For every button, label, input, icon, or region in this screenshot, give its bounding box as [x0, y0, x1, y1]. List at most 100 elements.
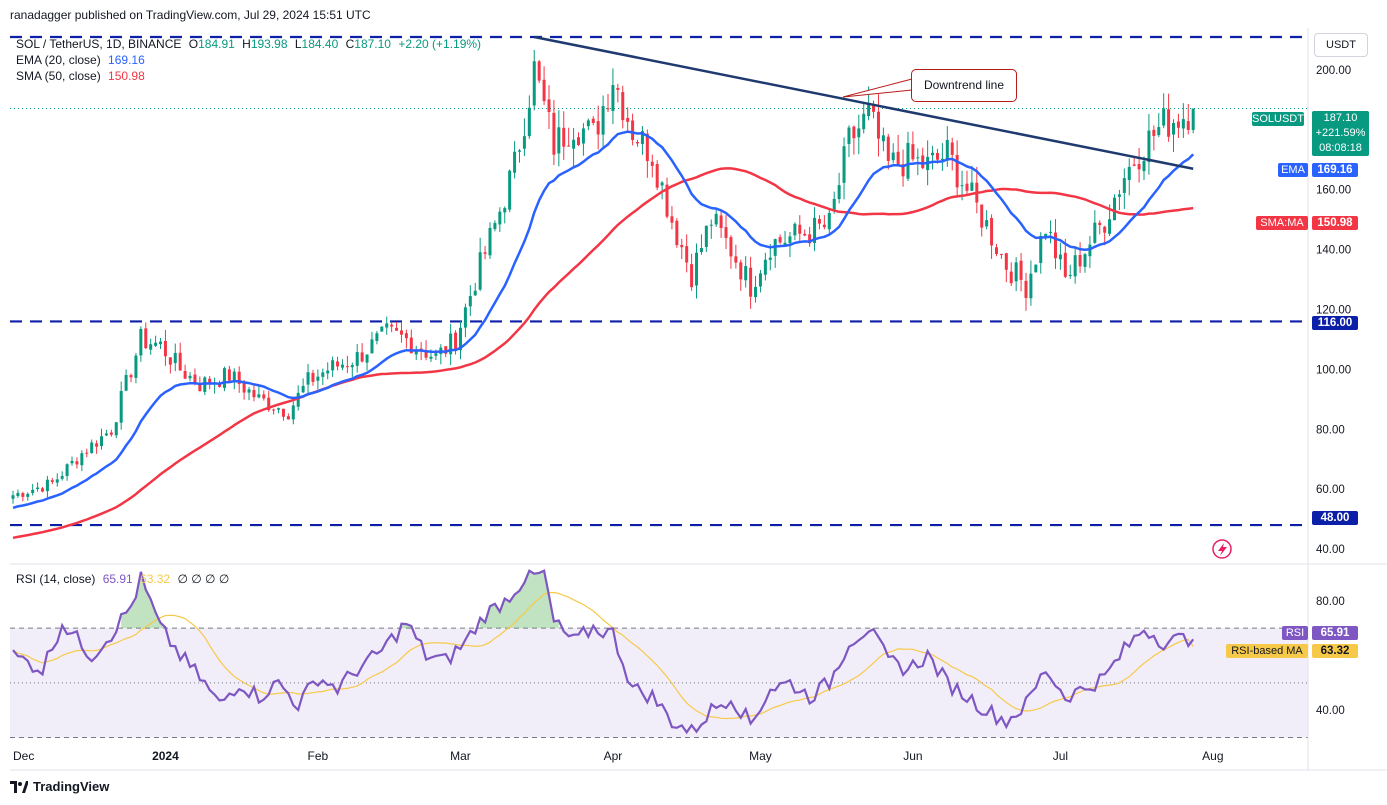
candle-body — [640, 131, 644, 144]
candle-body — [724, 227, 728, 238]
candle-body — [1137, 164, 1141, 170]
rsi-tick-label: 40.00 — [1316, 705, 1345, 717]
symbol-title: SOL / TetherUS, 1D, BINANCE — [16, 37, 182, 51]
candle-body — [281, 408, 285, 417]
candle-body — [463, 307, 467, 328]
candle-body — [31, 489, 35, 494]
candle-body — [1172, 122, 1176, 135]
candle-body — [272, 409, 276, 411]
ohlc-high: H193.98 — [242, 37, 288, 51]
candle-body — [124, 374, 128, 391]
candle-body — [291, 405, 295, 420]
candle-body — [468, 296, 472, 307]
candle-body — [822, 224, 826, 228]
candle-body — [483, 252, 487, 254]
sma50-line — [12, 167, 1194, 540]
ema-legend: EMA (20, close) 169.16 — [16, 53, 145, 67]
time-tick-label: Feb — [308, 749, 329, 763]
lightning-icon-bolt — [1218, 543, 1227, 556]
candle-body — [601, 106, 605, 135]
candle-body — [758, 273, 762, 287]
candle-body — [886, 136, 890, 161]
candle-body — [763, 259, 767, 275]
candle-body — [458, 327, 462, 351]
candle-body — [399, 330, 403, 335]
rsi-overbought-fill — [121, 571, 166, 629]
candle-body — [424, 350, 428, 358]
candle-body — [749, 267, 753, 297]
candle-body — [80, 453, 84, 466]
price-tick-label: 140.00 — [1316, 245, 1351, 257]
candle-body — [188, 375, 192, 379]
candle-body — [444, 346, 448, 354]
candle-body — [1068, 274, 1072, 276]
ohlc-change: +2.20 (+1.19%) — [398, 37, 482, 51]
candle-body — [168, 357, 172, 365]
time-tick-label: May — [749, 749, 772, 763]
candle-body — [21, 493, 25, 497]
candle-body — [262, 394, 266, 399]
time-tick-label: Jul — [1053, 749, 1068, 763]
rsi-ma-legend-value: 63.32 — [140, 572, 171, 586]
candle-body — [940, 158, 944, 161]
candle-body — [616, 87, 620, 90]
candle-body — [498, 211, 502, 225]
candle-body — [139, 328, 143, 356]
candle-body — [454, 332, 458, 351]
candle-body — [395, 327, 399, 331]
candle-body — [891, 152, 895, 161]
candle-body — [1009, 271, 1013, 284]
candle-body — [1117, 194, 1121, 197]
candle-body — [994, 247, 998, 254]
tradingview-logo[interactable]: TradingView — [10, 779, 109, 794]
candle-body — [1083, 254, 1087, 267]
time-tick-label: Apr — [604, 749, 623, 763]
price-tick-label: 60.00 — [1316, 484, 1345, 496]
candle-body — [768, 257, 772, 260]
candle-body — [1044, 233, 1048, 238]
candle-body — [488, 227, 492, 256]
candle-body — [104, 433, 108, 436]
candle-body — [1147, 130, 1151, 163]
candle-body — [788, 236, 792, 243]
candle-body — [626, 117, 630, 122]
candle-body — [621, 92, 625, 121]
time-tick-label: Dec — [13, 749, 34, 763]
candle-body — [1142, 160, 1146, 172]
price-badge: 187.10 +221.59% 08:08:18 — [1312, 111, 1369, 156]
candle-body — [222, 368, 226, 388]
candle-body — [513, 151, 517, 173]
rsi-ma-badge-name: RSI-based MA — [1226, 644, 1308, 658]
candle-body — [473, 290, 477, 296]
time-tick-label: 2024 — [152, 749, 179, 763]
candle-body — [65, 464, 69, 476]
price-tick-label: 200.00 — [1316, 65, 1351, 77]
candle-body — [390, 324, 394, 327]
candle-body — [680, 244, 684, 248]
candle-body — [581, 128, 585, 144]
candle-body — [1058, 254, 1062, 260]
candle-body — [542, 79, 546, 102]
candle-body — [611, 85, 615, 112]
candle-body — [665, 184, 669, 217]
candle-body — [739, 262, 743, 280]
candle-body — [596, 121, 600, 135]
candle-body — [218, 384, 222, 387]
candle-body — [1157, 127, 1161, 136]
candle-body — [340, 364, 344, 368]
rsi-ma-badge-value: 63.32 — [1312, 644, 1358, 658]
candle-body — [55, 479, 59, 483]
candle-body — [808, 234, 812, 244]
candle-body — [331, 360, 335, 371]
currency-button[interactable]: USDT — [1314, 33, 1368, 57]
candle-body — [1122, 178, 1126, 193]
downtrend-annotation[interactable]: Downtrend line — [911, 69, 1017, 102]
candle-body — [277, 408, 281, 410]
candle-body — [90, 442, 94, 454]
candle-body — [719, 215, 723, 229]
candle-body — [478, 252, 482, 290]
candle-body — [577, 137, 581, 145]
candle-body — [876, 111, 880, 139]
candle-body — [970, 182, 974, 191]
